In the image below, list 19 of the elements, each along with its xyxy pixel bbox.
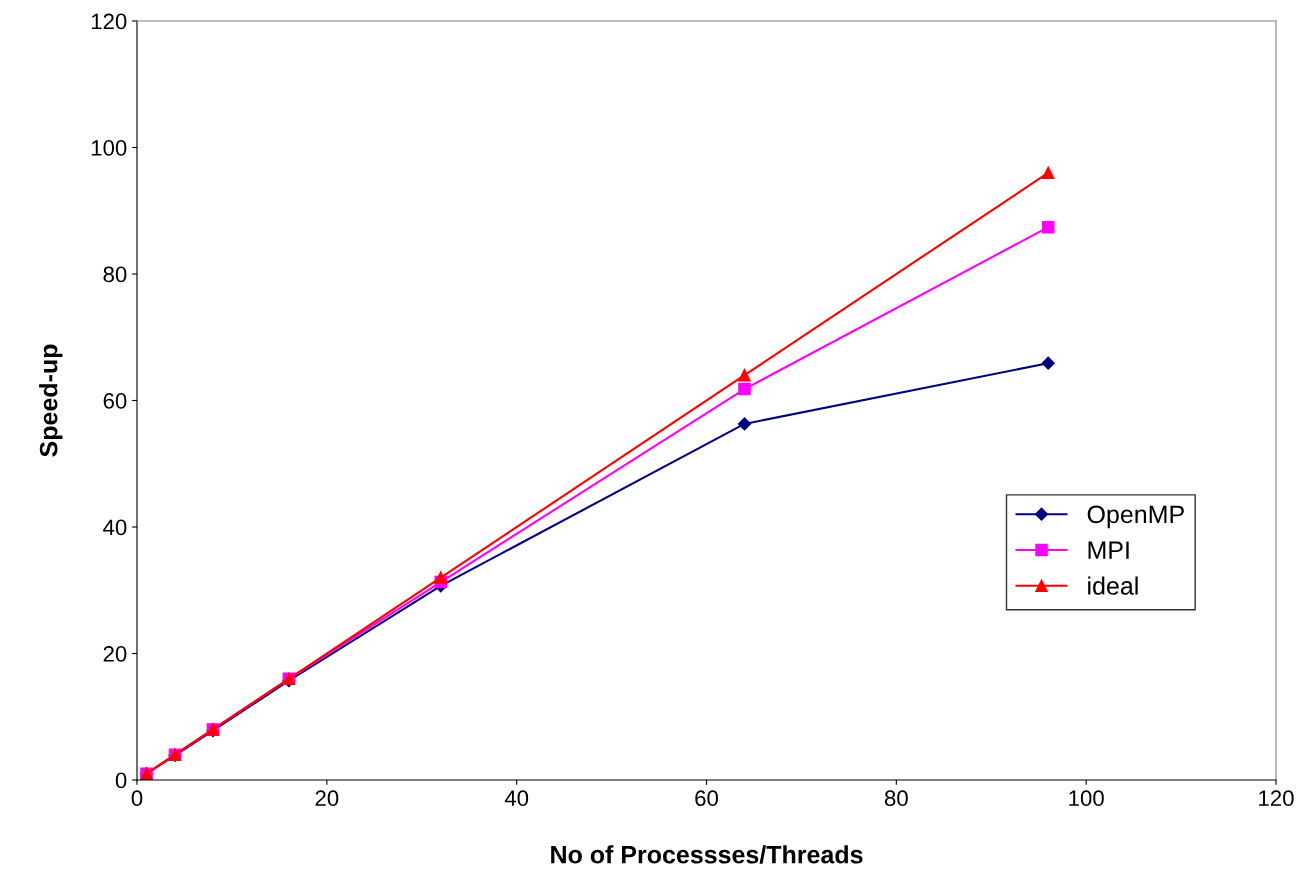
x-tick-label: 0 [131, 790, 143, 807]
legend-label: ideal [1088, 576, 1138, 595]
x-tick-label: 100 [1069, 790, 1104, 807]
y-tick-label: 0 [115, 772, 127, 789]
legend-label: MPI [1088, 541, 1129, 559]
x-tick-label: 80 [884, 790, 908, 807]
y-tick-label: 120 [91, 13, 127, 30]
y-tick-label: 40 [103, 519, 127, 536]
x-tick-label: 120 [1259, 790, 1294, 807]
y-tick-label: 80 [103, 266, 127, 283]
x-tick-label: 20 [315, 790, 339, 807]
y-tick-label: 60 [103, 393, 127, 409]
x-tick-label: 60 [695, 790, 718, 807]
y-tick-label: 20 [103, 646, 127, 662]
x-axis-title: No of Processses/Threads [551, 845, 863, 864]
legend-label: OpenMP [1087, 505, 1184, 529]
y-tick-label: 100 [91, 140, 127, 156]
y-axis-title: Speed-up [39, 344, 63, 457]
x-tick-label: 40 [504, 790, 529, 807]
